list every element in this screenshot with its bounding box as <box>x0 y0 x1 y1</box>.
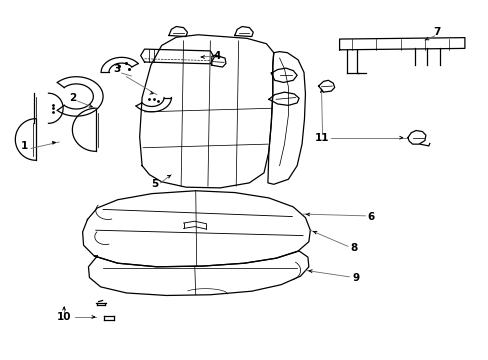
Text: 8: 8 <box>350 243 357 253</box>
Text: 6: 6 <box>367 212 374 221</box>
Text: 9: 9 <box>351 273 359 283</box>
Text: 10: 10 <box>57 312 71 322</box>
Text: 2: 2 <box>69 93 76 103</box>
Text: 11: 11 <box>315 133 329 143</box>
Text: 3: 3 <box>113 64 120 74</box>
Text: 5: 5 <box>151 179 158 189</box>
Text: 4: 4 <box>214 51 221 61</box>
Text: 1: 1 <box>20 141 28 151</box>
Text: 7: 7 <box>432 27 440 37</box>
